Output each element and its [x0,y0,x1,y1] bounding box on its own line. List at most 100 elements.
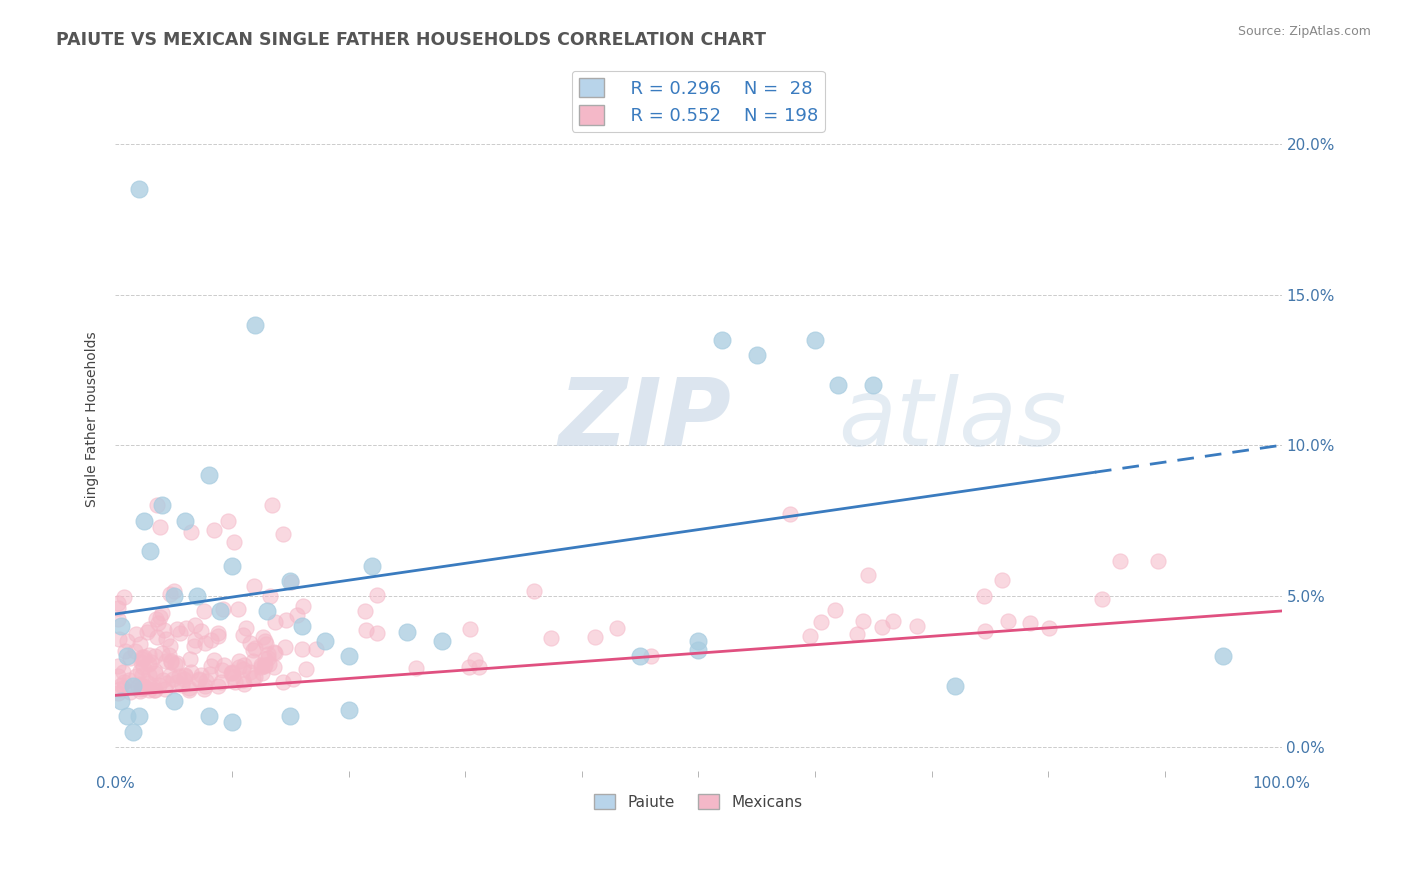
Point [166,675,188,690]
Point [162,589,184,603]
Point [152,673,174,687]
Point [242,671,264,685]
Point [256,647,278,661]
Text: atlas: atlas [838,374,1067,465]
Point [107,596,129,610]
Point [243,641,266,656]
Point [221,670,243,684]
Point [464,653,486,667]
Point [118,651,141,665]
Point [115,634,138,648]
Point [243,579,266,593]
Point [810,615,832,629]
Point [136,625,159,640]
Point [232,658,254,673]
Point [430,634,453,648]
Point [523,583,546,598]
Point [250,659,273,673]
Point [179,682,201,697]
Point [150,646,173,660]
Point [278,574,301,588]
Point [174,668,197,682]
Point [991,573,1014,587]
Point [882,614,904,628]
Point [226,602,249,616]
Point [112,681,135,695]
Point [183,639,205,653]
Point [1091,592,1114,607]
Point [1038,621,1060,635]
Point [162,694,184,708]
Point [180,665,202,680]
Point [134,514,156,528]
Point [184,633,207,648]
Point [138,668,160,682]
Point [295,662,318,676]
Point [170,678,193,692]
Point [256,604,278,618]
Point [862,378,884,392]
Point [710,333,733,347]
Point [162,672,184,686]
Point [271,674,294,689]
Point [263,660,285,674]
Point [110,694,132,708]
Point [395,625,418,640]
Point [138,648,160,662]
Point [112,665,135,679]
Point [804,333,827,347]
Text: ZIP: ZIP [558,374,731,466]
Point [745,348,768,362]
Point [259,657,281,671]
Point [239,636,262,650]
Point [127,679,149,693]
Point [209,604,232,618]
Point [905,619,928,633]
Point [1146,554,1168,568]
Point [264,615,287,629]
Point [143,682,166,697]
Point [824,603,846,617]
Point [138,623,160,637]
Point [243,670,266,684]
Point [222,534,245,549]
Point [193,604,215,618]
Point [118,685,141,699]
Point [194,636,217,650]
Point [1109,554,1132,568]
Point [263,645,285,659]
Point [124,669,146,683]
Point [163,584,186,599]
Point [245,318,267,332]
Point [156,675,179,690]
Point [207,625,229,640]
Point [872,620,894,634]
Point [360,558,382,573]
Point [202,653,225,667]
Point [138,682,160,697]
Point [139,543,162,558]
Point [174,514,197,528]
Point [779,508,801,522]
Point [131,668,153,682]
Point [280,574,302,589]
Point [217,514,239,528]
Point [228,660,250,674]
Point [107,612,129,626]
Point [125,627,148,641]
Point [198,667,221,681]
Point [160,654,183,668]
Point [146,499,169,513]
Point [688,643,710,657]
Point [143,649,166,664]
Point [257,650,280,665]
Point [187,673,209,687]
Point [253,652,276,666]
Point [153,623,176,637]
Point [173,673,195,687]
Legend: Paiute, Mexicans: Paiute, Mexicans [588,788,808,815]
Point [146,630,169,644]
Point [118,673,141,687]
Point [242,643,264,657]
Point [242,654,264,668]
